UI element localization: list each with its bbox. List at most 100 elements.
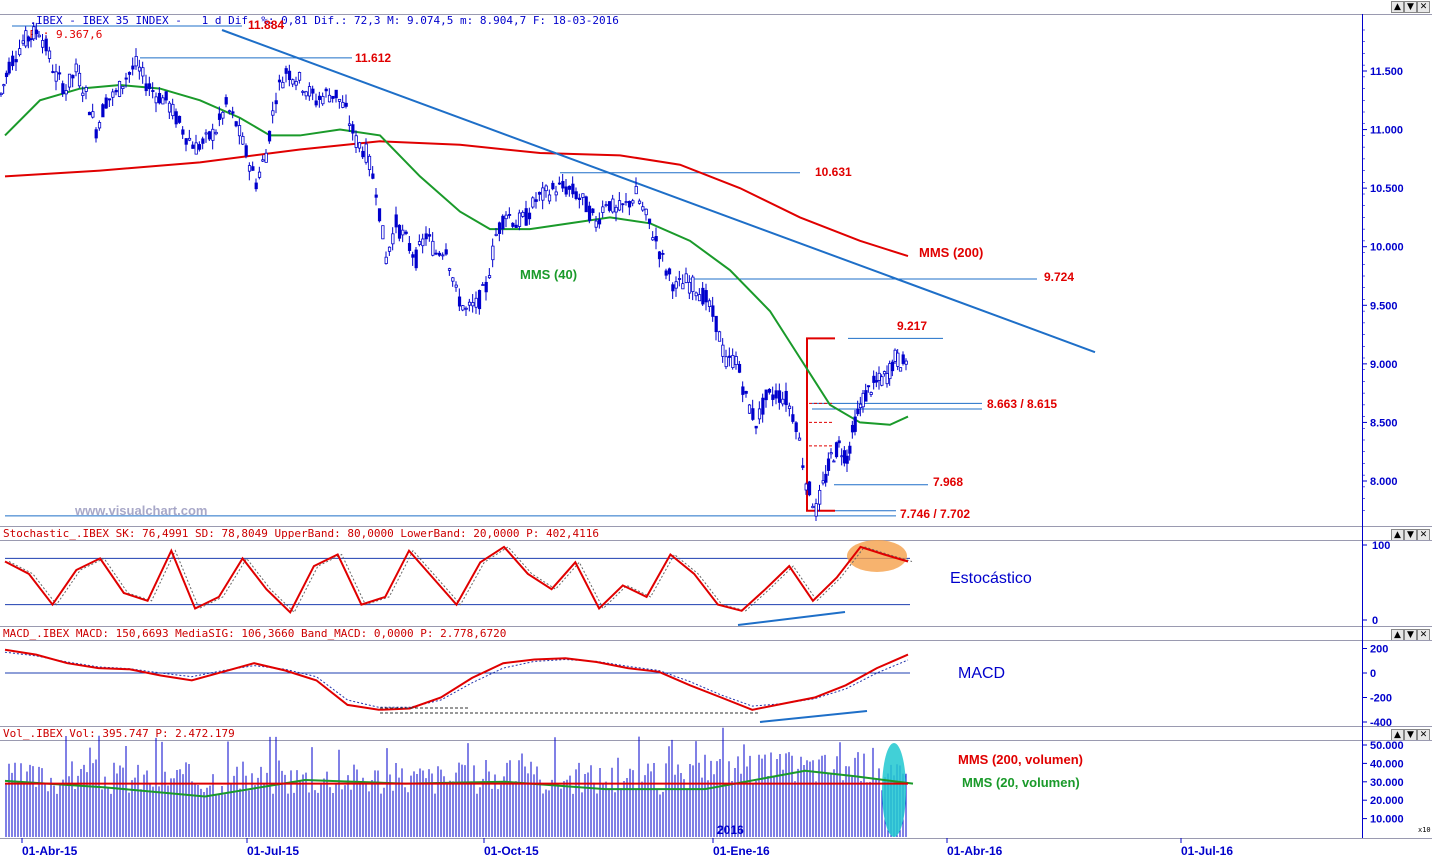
- candle-body: [134, 55, 138, 67]
- candle-body: [777, 390, 782, 403]
- candle-body: [77, 72, 82, 87]
- candle-body: [787, 405, 792, 410]
- candle-body: [307, 86, 312, 97]
- candle-body: [511, 222, 515, 227]
- candle-body: [664, 270, 668, 276]
- candle-body: [477, 290, 482, 310]
- candle-body: [888, 363, 892, 380]
- candle-body: [471, 302, 475, 307]
- candle-body: [801, 465, 805, 468]
- candle-body: [840, 455, 844, 458]
- candle-body: [381, 225, 385, 240]
- candle-body: [657, 251, 662, 260]
- candle-body: [431, 240, 435, 256]
- candle-body: [114, 89, 118, 93]
- candle-body: [244, 145, 248, 157]
- candle-body: [337, 98, 342, 102]
- level-9724-label: 9.724: [1044, 270, 1074, 284]
- candle-body: [491, 245, 495, 261]
- macd-restore-button[interactable]: ▲: [1391, 629, 1404, 641]
- candle-body: [227, 110, 232, 113]
- price-tick-label: 10.000: [1370, 242, 1404, 254]
- vol-tick-label: 50.000: [1370, 740, 1404, 752]
- candle-body: [874, 380, 879, 383]
- candle-body: [97, 122, 102, 129]
- candle-body: [821, 480, 825, 484]
- candle-body: [124, 77, 128, 80]
- candle-body: [64, 90, 68, 95]
- candle-body: [824, 473, 828, 483]
- candle-body: [297, 72, 302, 81]
- candle-body: [251, 166, 255, 171]
- candle-body: [2, 84, 6, 87]
- level-11884-label: 11.884: [248, 18, 284, 32]
- candle-body: [627, 201, 632, 208]
- macd-maximize-button[interactable]: ▼: [1404, 629, 1417, 641]
- candle-body: [44, 38, 48, 52]
- candle-body: [57, 72, 62, 75]
- candle-body: [401, 229, 405, 236]
- price-tick-label: 8.000: [1370, 476, 1398, 488]
- candle-body: [557, 182, 562, 185]
- candle-body: [267, 130, 272, 142]
- candle-body: [417, 241, 422, 245]
- price-tick-label: 10.500: [1370, 183, 1404, 195]
- candle-body: [371, 173, 375, 179]
- macd-tick-label: 200: [1370, 644, 1388, 656]
- candle-body: [351, 124, 355, 134]
- candle-body: [331, 95, 335, 99]
- candle-body: [791, 414, 795, 422]
- candle-body: [294, 81, 298, 86]
- candle-body: [191, 144, 195, 149]
- candle-body: [751, 408, 755, 420]
- candle-body: [864, 390, 868, 402]
- candle-body: [264, 152, 268, 163]
- candle-body: [697, 294, 702, 302]
- candle-body: [898, 367, 903, 372]
- candle-body: [287, 70, 292, 81]
- stoch-tick-label: 0: [1372, 615, 1378, 627]
- candle-body: [832, 460, 836, 463]
- candle-body: [171, 103, 175, 117]
- candle-body: [344, 102, 348, 107]
- level-10631-label: 10.631: [815, 165, 852, 179]
- candle-body: [467, 301, 472, 306]
- price-header-text: .IBEX - IBEX 35 INDEX - 1 d Dif. %: 0,81…: [29, 14, 619, 27]
- candle-body: [164, 91, 168, 101]
- vol-mms200-label: MMS (200, volumen): [958, 752, 1083, 767]
- candle-body: [81, 92, 85, 96]
- candle-body: [621, 203, 625, 206]
- candle-body: [634, 186, 638, 195]
- macd-tick-label: -400: [1370, 717, 1392, 729]
- candle-body: [364, 143, 368, 163]
- candle-body: [277, 79, 282, 83]
- candle-body: [301, 90, 305, 93]
- candle-body: [647, 218, 652, 224]
- candle-body: [674, 281, 678, 289]
- macd-signal-line: [4, 651, 909, 708]
- candle-body: [304, 91, 308, 97]
- candle-body: [101, 104, 105, 118]
- candle-body: [154, 96, 158, 104]
- candle-body: [314, 100, 318, 106]
- candle-body: [893, 349, 897, 362]
- candle-body: [427, 234, 432, 237]
- candle-body: [144, 83, 148, 92]
- close-button[interactable]: ✕: [1417, 1, 1430, 13]
- maximize-button[interactable]: ▼: [1404, 1, 1417, 13]
- candle-body: [837, 440, 841, 444]
- candle-body: [747, 404, 752, 414]
- candle-body: [741, 386, 745, 395]
- candle-body: [904, 360, 908, 365]
- candle-body: [896, 352, 900, 367]
- price-tick-label: 9.000: [1370, 359, 1398, 371]
- candle-body: [617, 200, 622, 211]
- candle-body: [567, 185, 572, 190]
- restore-button[interactable]: ▲: [1391, 1, 1404, 13]
- vol-mms20-label: MMS (20, volumen): [962, 775, 1080, 790]
- candle-body: [84, 87, 88, 92]
- candle-body: [377, 208, 382, 222]
- candle-body: [217, 113, 222, 120]
- candle-body: [848, 445, 852, 454]
- candle-body: [597, 219, 602, 225]
